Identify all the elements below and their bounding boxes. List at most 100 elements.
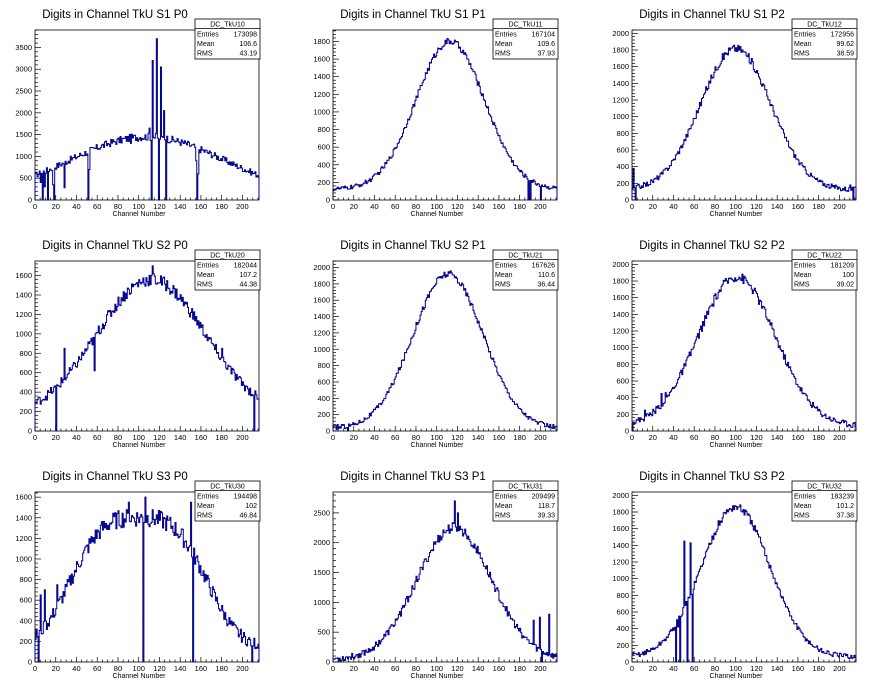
y-axis: 0 200 400 600 800 1000 1200 1400 1600 1800 2000 <box>612 260 638 436</box>
stats-box: DC_TkU11 Entries 167104 Mean 109.6 RMS 37.93 <box>492 18 559 60</box>
x-tick-label: 60 <box>391 664 399 673</box>
x-tick-label: 120 <box>153 664 166 673</box>
x-tick-label: 80 <box>711 202 719 211</box>
y-tick-label: 600 <box>616 377 629 386</box>
x-tick-label: 140 <box>472 664 485 673</box>
histogram-line <box>34 38 260 201</box>
x-axis-label: Channel Number <box>710 673 764 680</box>
x-tick-label: 20 <box>52 433 60 442</box>
x-tick-label: 120 <box>451 664 464 673</box>
y-tick-label: 1600 <box>313 296 330 305</box>
y-tick-label: 200 <box>19 407 32 416</box>
plot-frame <box>34 491 260 663</box>
x-axis: 0 20 40 60 80 100 120 140 160 180 200 Channel Numbe… <box>630 195 856 218</box>
y-tick-label: 800 <box>616 591 629 600</box>
x-tick-label: 160 <box>493 664 506 673</box>
y-tick-label: 1200 <box>313 328 330 337</box>
stats-mean-value: 109.6 <box>537 41 555 48</box>
y-axis: 0 200 400 600 800 1000 1200 1400 1600 1800 2000 <box>313 260 339 436</box>
y-tick-label: 600 <box>317 143 330 152</box>
x-axis-label: Channel Number <box>411 211 465 218</box>
x-tick-label: 140 <box>771 202 784 211</box>
x-tick-label: 200 <box>236 664 249 673</box>
stats-rms-value: 36.44 <box>537 282 555 289</box>
y-tick-label: 1500 <box>15 130 32 139</box>
y-tick-label: 1200 <box>15 534 32 543</box>
y-tick-label: 600 <box>616 146 629 155</box>
y-tick-label: 1800 <box>612 508 629 517</box>
x-axis: 0 20 40 60 80 100 120 140 160 180 200 Channel Numbe… <box>331 195 557 218</box>
y-tick-label: 800 <box>19 349 32 358</box>
x-tick-label: 0 <box>331 664 335 673</box>
x-tick-label: 80 <box>114 433 122 442</box>
stats-entries-label: Entries <box>197 494 219 501</box>
y-tick-label: 1800 <box>612 46 629 55</box>
y-axis: 0 200 400 600 800 1000 1200 1400 1600 <box>15 263 41 436</box>
stats-rms-value: 39.33 <box>537 513 555 520</box>
x-tick-label: 40 <box>669 433 677 442</box>
stats-rms-label: RMS <box>495 282 511 289</box>
x-tick-label: 140 <box>174 664 187 673</box>
stats-box-frame <box>492 249 559 291</box>
stats-entries-value: 167626 <box>532 263 555 270</box>
y-tick-label: 1000 <box>612 574 629 583</box>
y-tick-label: 400 <box>616 624 629 633</box>
histogram-line <box>631 504 857 663</box>
x-tick-label: 120 <box>750 202 763 211</box>
y-tick-label: 1000 <box>313 107 330 116</box>
x-tick-label: 20 <box>649 433 657 442</box>
stats-entries-value: 194498 <box>234 494 257 501</box>
stats-name: DC_TkU22 <box>807 253 842 260</box>
y-axis: 0 500 1000 1500 2000 2500 3000 3500 <box>15 29 41 205</box>
y-tick-label: 1400 <box>612 79 629 88</box>
stats-box-frame <box>791 480 858 522</box>
x-tick-label: 20 <box>350 433 358 442</box>
stats-rms-value: 46.84 <box>239 513 257 520</box>
y-tick-label: 1600 <box>313 55 330 64</box>
chart-title: Digits in Channel TkU S3 P2 <box>639 471 785 483</box>
y-tick-label: 1400 <box>15 291 32 300</box>
y-tick-label: 1500 <box>313 568 330 577</box>
stats-entries-label: Entries <box>495 494 517 501</box>
y-tick-label: 1200 <box>612 558 629 567</box>
stats-entries-value: 209499 <box>532 494 555 501</box>
x-tick-label: 100 <box>132 664 145 673</box>
x-tick-label: 180 <box>215 202 228 211</box>
y-tick-label: 800 <box>616 360 629 369</box>
x-tick-label: 40 <box>669 202 677 211</box>
x-tick-label: 60 <box>690 664 698 673</box>
x-tick-label: 0 <box>331 202 335 211</box>
x-tick-label: 80 <box>711 433 719 442</box>
x-tick-label: 80 <box>114 664 122 673</box>
stats-box: DC_TkU30 Entries 194498 Mean 102 RMS 46.84 <box>194 480 261 522</box>
x-axis: 0 20 40 60 80 100 120 140 160 180 200 Channel Numbe… <box>33 426 259 449</box>
x-axis: 0 20 40 60 80 100 120 140 160 180 200 Channel Numbe… <box>331 426 557 449</box>
stats-mean-label: Mean <box>197 272 215 279</box>
y-tick-label: 2000 <box>612 29 629 38</box>
x-tick-label: 180 <box>513 664 526 673</box>
plot-frame <box>631 29 857 201</box>
x-tick-label: 20 <box>52 202 60 211</box>
x-tick-label: 140 <box>174 433 187 442</box>
stats-rms-label: RMS <box>495 51 511 58</box>
y-tick-label: 0 <box>326 427 330 436</box>
y-tick-label: 0 <box>625 658 629 667</box>
y-tick-label: 3500 <box>15 43 32 52</box>
histogram-line <box>332 37 558 201</box>
x-axis-label: Channel Number <box>113 211 167 218</box>
x-tick-label: 0 <box>33 433 37 442</box>
y-tick-label: 0 <box>326 196 330 205</box>
x-axis-label: Channel Number <box>710 211 764 218</box>
x-axis: 0 20 40 60 80 100 120 140 160 180 200 Channel Numbe… <box>33 195 259 218</box>
stats-entries-value: 182044 <box>234 263 257 270</box>
y-tick-label: 1800 <box>313 279 330 288</box>
stats-box-frame <box>194 480 261 522</box>
stats-entries-value: 172956 <box>831 32 854 39</box>
x-tick-label: 60 <box>690 433 698 442</box>
histogram-line <box>332 500 558 663</box>
x-tick-label: 140 <box>771 664 784 673</box>
y-tick-label: 0 <box>625 427 629 436</box>
y-tick-label: 1000 <box>15 554 32 563</box>
x-tick-label: 20 <box>649 664 657 673</box>
